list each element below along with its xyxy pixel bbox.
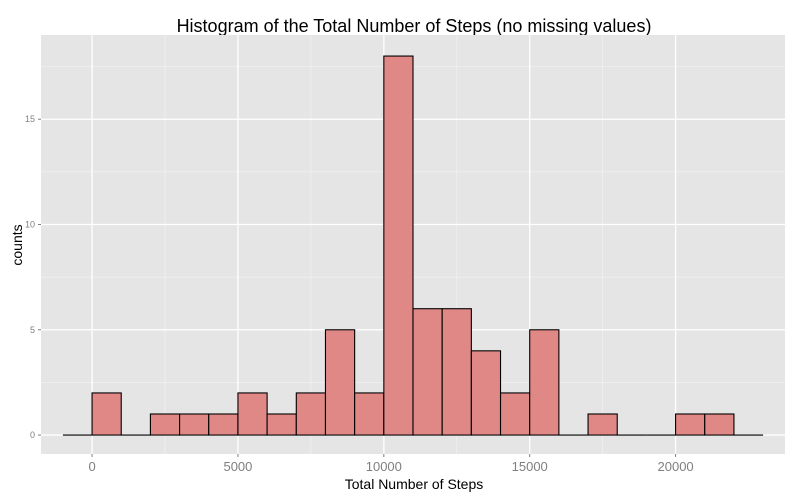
histogram-bar [675, 413, 706, 436]
y-tick-label: 15 [25, 114, 35, 124]
histogram-bar [441, 308, 472, 436]
y-tick-label: 5 [30, 325, 35, 335]
histogram-bar [499, 392, 531, 436]
x-axis-title: Total Number of Steps [345, 476, 484, 492]
y-tick-label: 10 [25, 219, 35, 229]
histogram-bars [62, 55, 764, 436]
histogram-bar [149, 413, 181, 436]
y-tick-label: 0 [30, 430, 35, 440]
histogram-bar [179, 413, 210, 436]
histogram-bar [295, 392, 327, 436]
histogram-bar [266, 413, 297, 436]
histogram-bar [704, 413, 735, 436]
histogram-bar [354, 392, 385, 436]
histogram-bar [470, 350, 502, 436]
histogram-bar [91, 392, 122, 436]
histogram-bar [237, 392, 268, 436]
histogram-bar [383, 55, 414, 436]
histogram-bar [324, 329, 356, 436]
x-tick-label: 20000 [658, 459, 694, 474]
y-axis-ticks: 0 5 10 15 [25, 114, 41, 440]
chart-title: Histogram of the Total Number of Steps (… [177, 16, 652, 36]
x-tick-label: 5000 [223, 459, 252, 474]
histogram-bar [208, 413, 239, 436]
y-axis-title: counts [9, 224, 25, 265]
x-tick-label: 15000 [512, 459, 548, 474]
x-tick-label: 0 [88, 459, 95, 474]
histogram-bar [529, 329, 560, 436]
histogram-bar [587, 413, 618, 436]
histogram-bar [412, 308, 443, 436]
x-tick-label: 10000 [366, 459, 402, 474]
x-axis-ticks: 0 5000 10000 15000 20000 [88, 454, 694, 474]
